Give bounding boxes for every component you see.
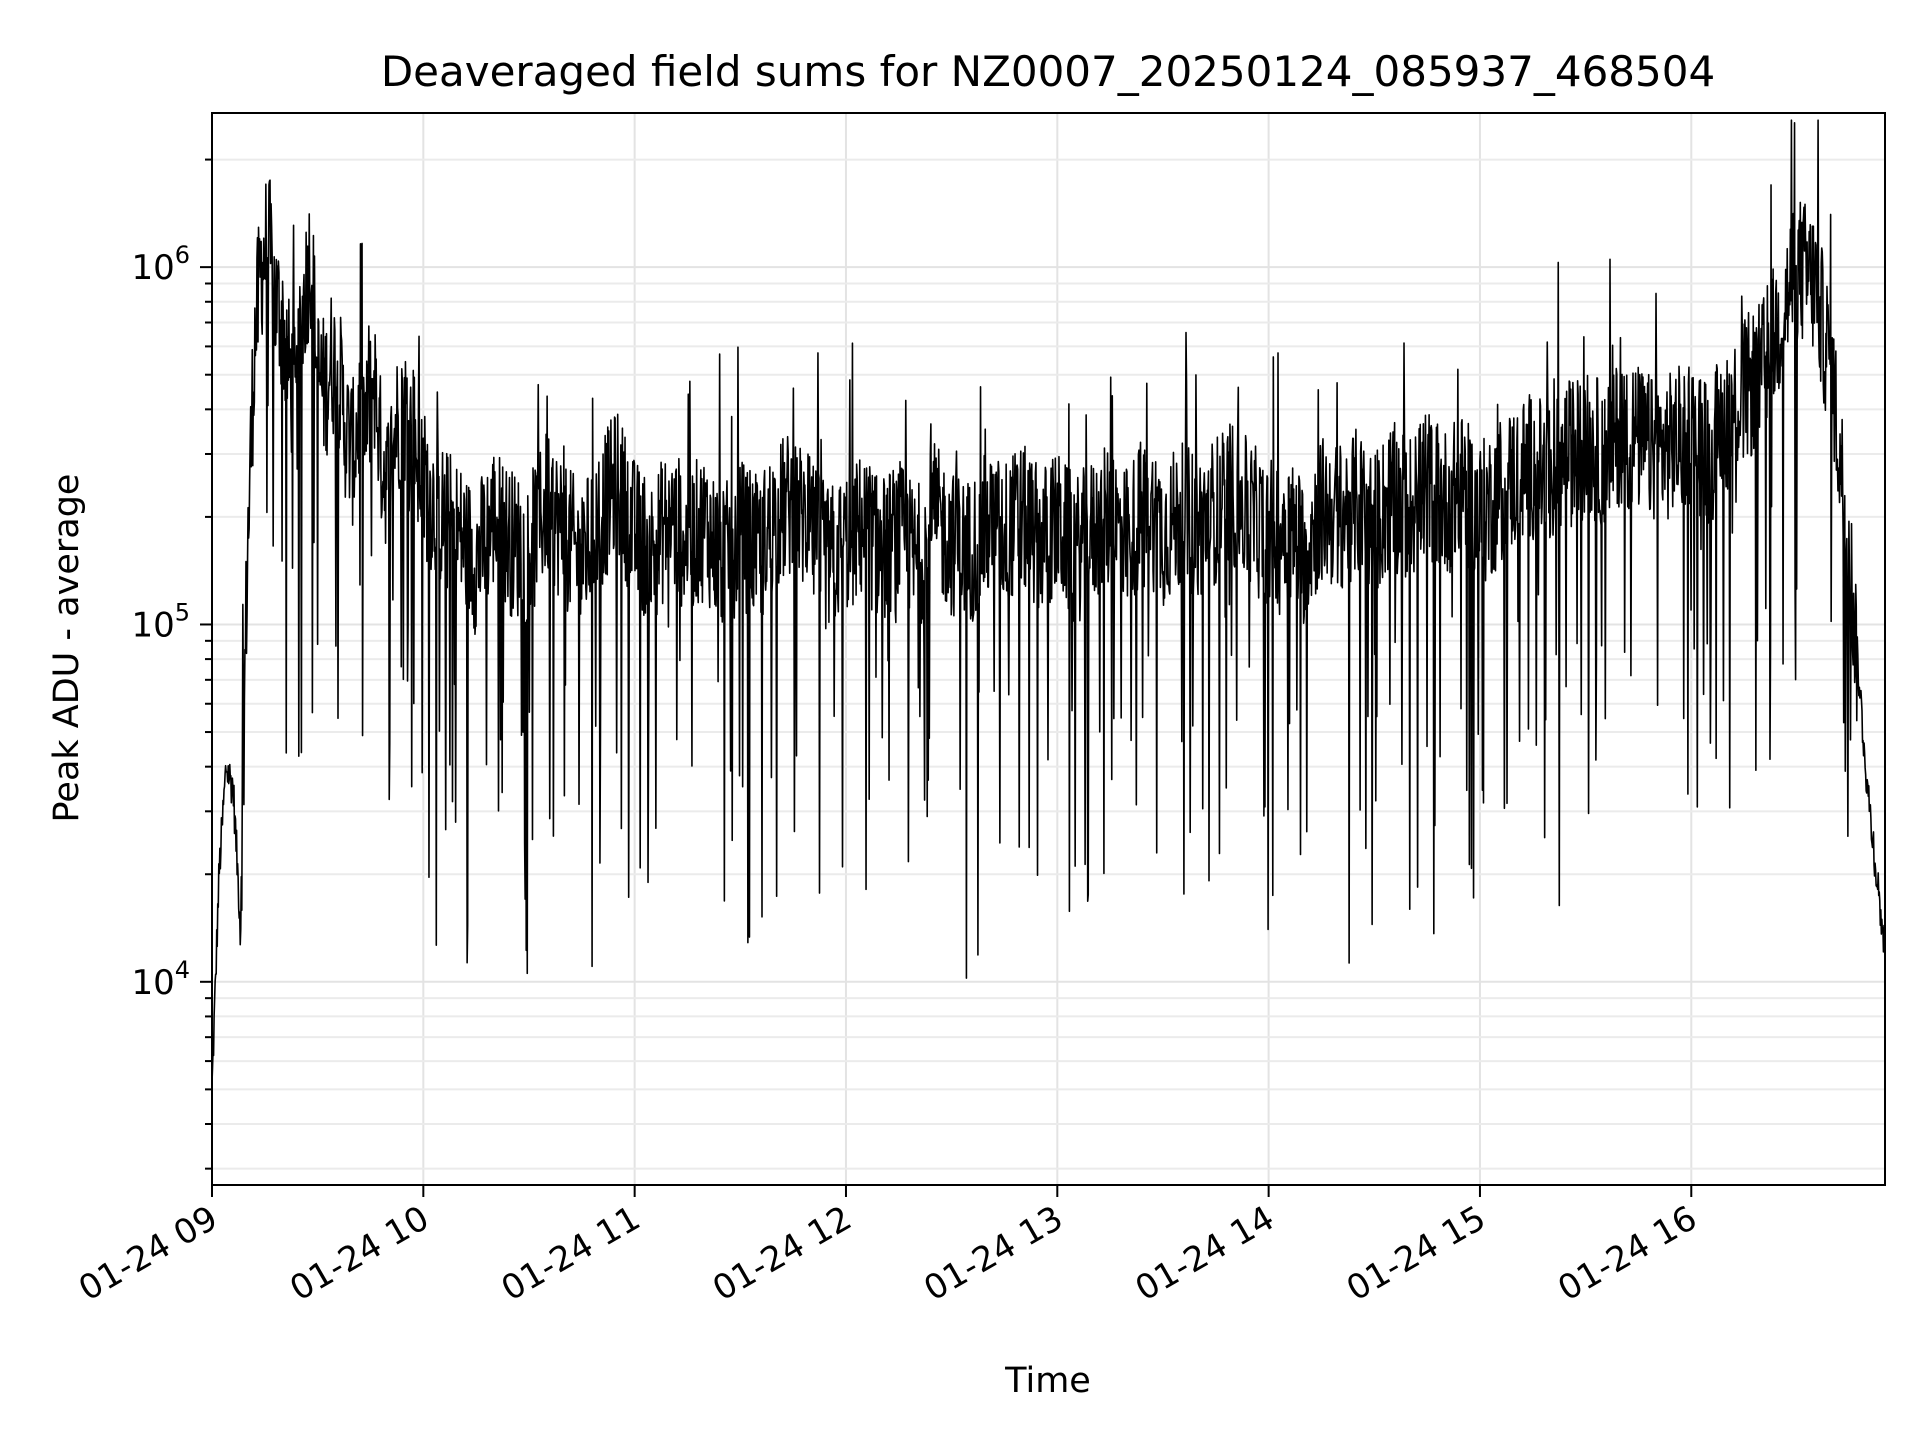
chart-title: Deaveraged field sums for NZ0007_2025012… <box>381 47 1715 96</box>
series-line <box>211 119 1886 1083</box>
y-tick-exponent: 4 <box>175 956 190 984</box>
y-tick-label: 106 <box>131 241 190 288</box>
y-tick-label: 104 <box>131 956 190 1003</box>
y-tick-base: 10 <box>131 963 174 1003</box>
y-tick-label: 105 <box>131 598 190 645</box>
y-tick-base: 10 <box>131 605 174 645</box>
y-axis-label: Peak ADU - average <box>47 474 87 823</box>
y-tick-exponent: 5 <box>175 598 190 626</box>
y-tick-exponent: 6 <box>175 241 190 269</box>
x-axis-label: Time <box>1004 1361 1091 1401</box>
y-tick-base: 10 <box>131 248 174 288</box>
plot-frame <box>211 112 1886 1186</box>
